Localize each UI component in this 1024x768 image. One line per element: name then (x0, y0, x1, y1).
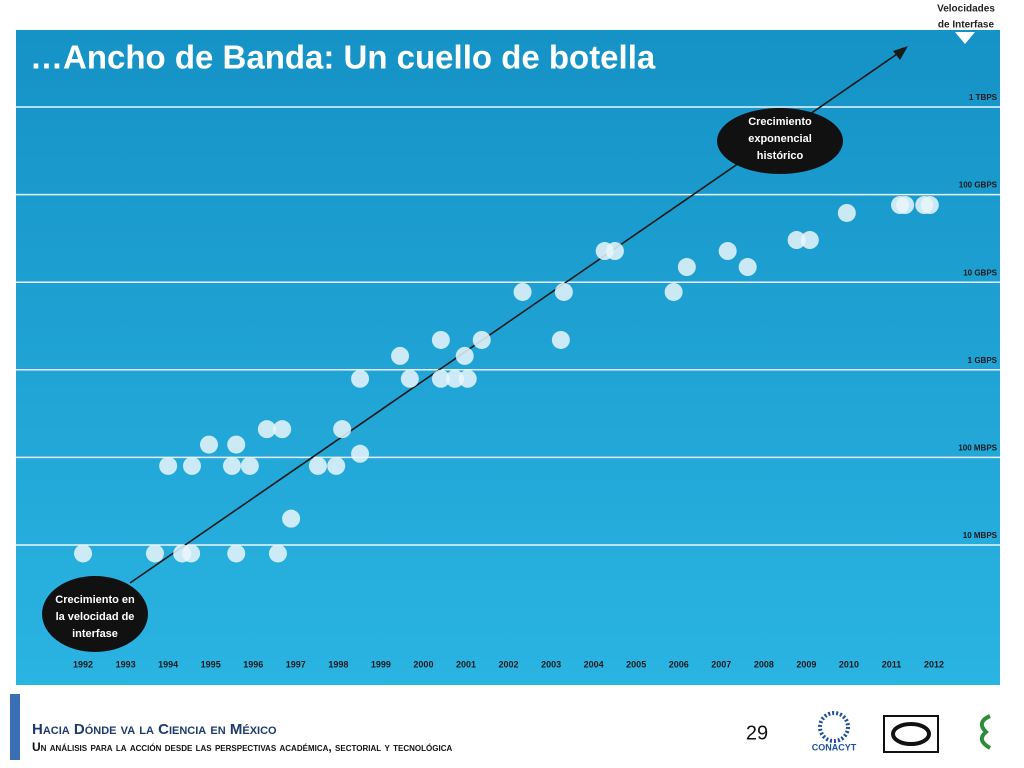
data-point (257, 420, 276, 439)
data-point (182, 456, 201, 475)
data-point (222, 456, 241, 475)
data-point (664, 282, 683, 301)
data-point (896, 196, 915, 215)
x-tick-label: 1994 (158, 659, 178, 669)
data-point (333, 420, 352, 439)
data-point (551, 330, 570, 349)
annotation-bubble (42, 576, 148, 652)
x-tick-label: 1993 (116, 659, 136, 669)
x-tick-label: 1997 (286, 659, 306, 669)
x-tick-label: 2001 (456, 659, 476, 669)
x-tick-label: 1998 (328, 659, 348, 669)
y-tick-label: 100 GBPS (959, 181, 998, 190)
data-point (837, 203, 856, 222)
data-point (182, 544, 201, 563)
x-tick-label: 1996 (243, 659, 263, 669)
x-tick-label: 2010 (839, 659, 859, 669)
x-tick-label: 2003 (541, 659, 561, 669)
data-point (327, 456, 346, 475)
x-tick-label: 2012 (924, 659, 944, 669)
annotation-text: exponencial (748, 133, 812, 145)
data-point (800, 231, 819, 250)
data-point (605, 242, 624, 261)
x-tick-label: 1992 (73, 659, 93, 669)
academy-logo-mark (891, 722, 931, 746)
y-axis-label: de Interfase (938, 20, 995, 31)
annotation-text: interfase (72, 628, 118, 640)
data-point (240, 456, 259, 475)
data-point (282, 509, 301, 528)
data-point (458, 369, 477, 388)
y-tick-label: 1 GBPS (968, 356, 998, 365)
data-point (273, 420, 292, 439)
data-point (74, 544, 93, 563)
x-tick-label: 2009 (796, 659, 816, 669)
axis-pointer (955, 32, 975, 44)
slide-title: …Ancho de Banda: Un cuello de botella (30, 39, 656, 76)
x-tick-label: 2005 (626, 659, 646, 669)
x-tick-label: 2007 (711, 659, 731, 669)
data-point (227, 435, 246, 454)
y-tick-label: 1 TBPS (969, 93, 998, 102)
data-point (431, 330, 450, 349)
x-tick-label: 2004 (584, 659, 604, 669)
data-point (199, 435, 218, 454)
data-point (400, 369, 419, 388)
x-tick-label: 2006 (669, 659, 689, 669)
data-point (554, 282, 573, 301)
data-point (227, 544, 246, 563)
data-point (513, 282, 532, 301)
logo-icon (818, 711, 850, 743)
data-point (787, 231, 806, 250)
data-point (351, 444, 370, 463)
footer-bar (10, 694, 20, 760)
data-point (431, 369, 450, 388)
data-point (677, 258, 696, 277)
data-point (145, 544, 164, 563)
data-point (308, 456, 327, 475)
footer-subtitle: Un análisis para la acción desde las per… (32, 740, 452, 754)
council-logo (979, 714, 992, 750)
logo-text: CONACYT (812, 742, 857, 752)
annotation-text: histórico (757, 150, 804, 162)
x-tick-label: 1999 (371, 659, 391, 669)
data-point (718, 242, 737, 261)
x-tick-label: 1995 (201, 659, 221, 669)
data-point (455, 346, 474, 365)
data-point (351, 369, 370, 388)
data-point (920, 196, 939, 215)
y-tick-label: 100 MBPS (958, 444, 997, 453)
chart-background (16, 30, 1000, 685)
annotation-bubble (717, 108, 843, 174)
data-point (738, 258, 757, 277)
x-tick-label: 2008 (754, 659, 774, 669)
x-tick-label: 2002 (499, 659, 519, 669)
annotation-text: Crecimiento en (55, 594, 135, 606)
page-number: 29 (746, 722, 768, 744)
annotation-text: la velocidad de (56, 611, 135, 623)
data-point (268, 544, 287, 563)
x-tick-label: 2011 (882, 659, 902, 669)
y-axis-label: Velocidades (937, 4, 995, 15)
x-tick-label: 2000 (413, 659, 433, 669)
annotation-text: Crecimiento (748, 116, 812, 128)
footer-title: Hacia Dónde va la Ciencia en México (32, 721, 277, 738)
y-tick-label: 10 GBPS (963, 268, 997, 277)
data-point (391, 346, 410, 365)
y-tick-label: 10 MBPS (963, 531, 998, 540)
data-point (159, 456, 178, 475)
data-point (472, 330, 491, 349)
arrow-head (893, 46, 908, 60)
academy-logo (883, 715, 939, 753)
data-point (445, 369, 464, 388)
